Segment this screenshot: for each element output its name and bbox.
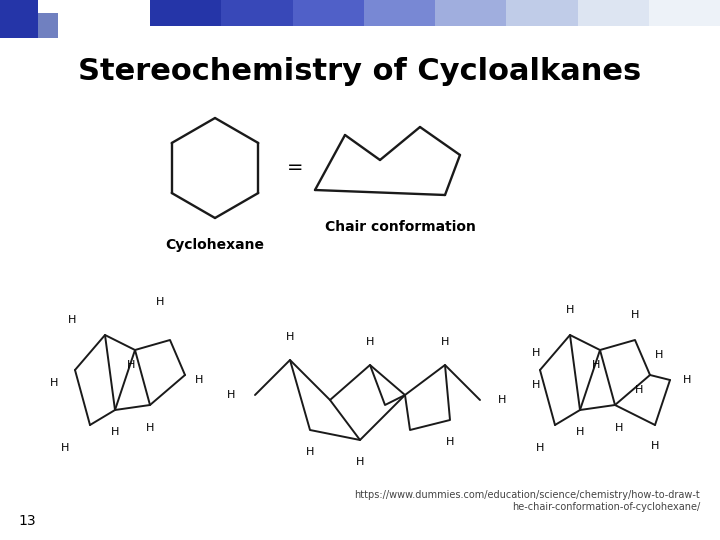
Text: H: H [635,385,644,395]
Text: H: H [286,332,294,342]
FancyBboxPatch shape [221,0,292,26]
Text: H: H [566,305,574,315]
Text: H: H [536,443,544,453]
FancyBboxPatch shape [292,0,364,26]
Text: Chair conformation: Chair conformation [325,220,475,234]
Text: H: H [50,378,58,388]
FancyBboxPatch shape [38,13,58,38]
Text: H: H [441,337,449,347]
Text: H: H [366,337,374,347]
Text: H: H [195,375,203,385]
Text: Stereochemistry of Cycloalkanes: Stereochemistry of Cycloalkanes [78,57,642,86]
Text: H: H [68,315,76,325]
Text: H: H [576,427,584,437]
Text: H: H [655,350,663,360]
Text: =: = [287,159,303,178]
Text: H: H [531,348,540,358]
FancyBboxPatch shape [364,0,435,26]
Text: H: H [146,423,154,433]
Text: H: H [356,457,364,467]
Text: H: H [111,427,120,437]
Text: H: H [615,423,624,433]
Text: H: H [631,310,639,320]
Text: H: H [227,390,235,400]
Text: https://www.dummies.com/education/science/chemistry/how-to-draw-t
he-chair-confo: https://www.dummies.com/education/scienc… [354,490,700,511]
FancyBboxPatch shape [649,0,720,26]
Text: H: H [592,360,600,370]
FancyBboxPatch shape [435,0,506,26]
Text: 13: 13 [18,514,35,528]
Text: H: H [683,375,691,385]
Text: H: H [127,360,135,370]
Text: H: H [156,297,164,307]
Text: H: H [651,441,660,451]
Text: Cyclohexane: Cyclohexane [166,238,264,252]
Text: H: H [531,380,540,390]
FancyBboxPatch shape [150,0,221,26]
Text: H: H [306,447,314,457]
Text: H: H [446,437,454,447]
Text: H: H [498,395,506,405]
Text: H: H [60,443,69,453]
FancyBboxPatch shape [506,0,577,26]
FancyBboxPatch shape [577,0,649,26]
FancyBboxPatch shape [0,0,38,38]
